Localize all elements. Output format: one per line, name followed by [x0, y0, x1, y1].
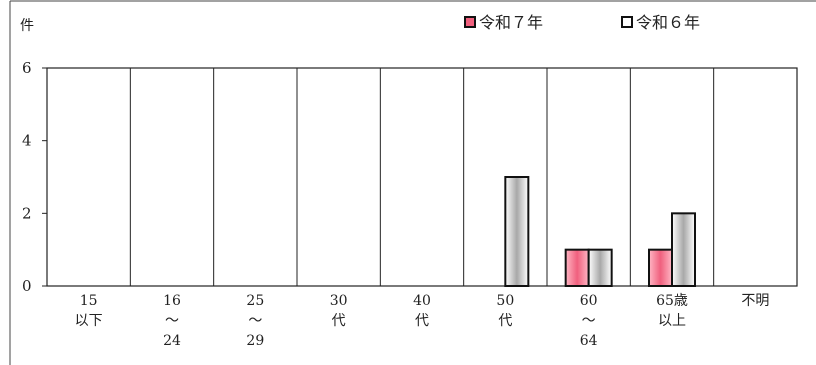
x-tick-label: 65歳 — [656, 293, 688, 309]
legend-swatch — [621, 16, 633, 28]
x-tick-label: 代 — [498, 313, 512, 329]
x-tick-label: ～ — [582, 313, 596, 329]
x-tick-label: 16 — [163, 293, 181, 309]
bar-r7-7 — [648, 248, 673, 288]
x-tick-label: 24 — [163, 333, 181, 349]
x-tick-label: 15 — [80, 293, 98, 309]
x-tick-label: ～ — [248, 313, 262, 329]
legend: 令和７年 令和６年 — [464, 13, 700, 32]
y-unit-label: 件 — [20, 18, 34, 34]
x-tick-label: 以上 — [658, 313, 686, 329]
y-tick-label: 4 — [22, 132, 32, 150]
y-axis: 0 2 4 6 — [22, 59, 47, 295]
category-separators — [129, 68, 715, 286]
x-tick-label: 不明 — [741, 293, 769, 309]
bar-r7-6 — [564, 248, 590, 288]
bar-r6-6 — [587, 248, 613, 288]
x-tick-label: 29 — [246, 333, 264, 349]
bar-r6-7 — [671, 212, 696, 287]
y-tick-label: 0 — [22, 277, 32, 295]
x-tick-label: ～ — [165, 313, 179, 329]
bar-r6-5 — [504, 176, 530, 287]
x-tick-label: 30 — [330, 293, 348, 309]
x-tick-label: 代 — [332, 313, 346, 329]
legend-swatch — [464, 16, 476, 28]
bars — [504, 176, 696, 288]
x-tick-label: 代 — [415, 313, 429, 329]
x-tick-label: 60 — [580, 293, 598, 309]
y-tick-label: 2 — [22, 204, 32, 222]
legend-label: 令和６年 — [636, 13, 700, 32]
legend-label: 令和７年 — [479, 13, 543, 32]
x-tick-label: 50 — [496, 293, 514, 309]
x-tick-label: 64 — [580, 333, 598, 349]
x-tick-label: 以下 — [75, 313, 103, 329]
y-tick-label: 6 — [22, 59, 32, 77]
x-tick-label: 25 — [246, 293, 264, 309]
x-tick-label: 40 — [413, 293, 431, 309]
